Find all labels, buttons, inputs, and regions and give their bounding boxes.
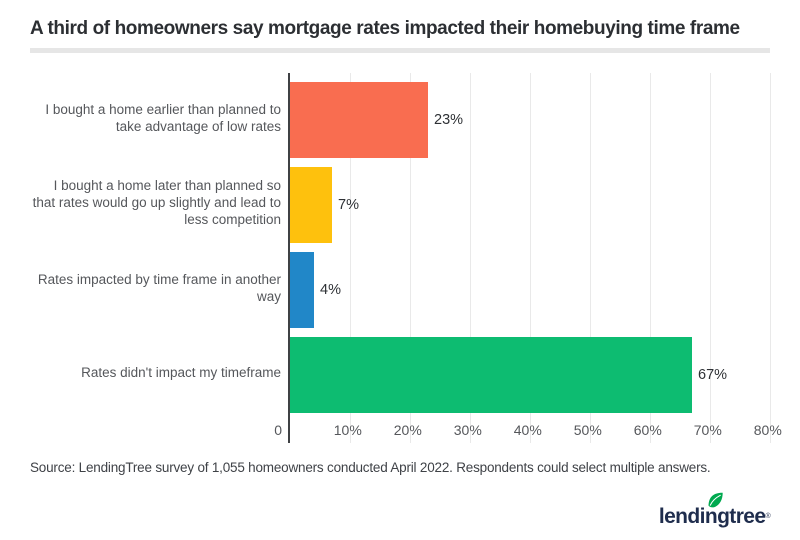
gridline <box>710 73 711 443</box>
registered-mark: ® <box>765 513 770 520</box>
header: A third of homeowners say mortgage rates… <box>0 0 800 42</box>
bar-area: 67% <box>290 330 770 415</box>
x-tick-label: 60% <box>633 422 662 438</box>
x-axis-ticks: 0 10% 20% 30% 40% 50% 60% 70% 80% <box>274 413 782 443</box>
bar-row: Rates didn't impact my timeframe 67% <box>30 330 770 415</box>
bar-chart: I bought a home earlier than planned to … <box>30 73 782 443</box>
value-label: 67% <box>698 367 728 383</box>
x-tick-label: 20% <box>393 422 422 438</box>
bar-row: I bought a home earlier than planned to … <box>30 75 770 160</box>
x-tick-label: 40% <box>513 422 542 438</box>
logo-wordmark: lendingtree® <box>658 492 771 528</box>
bar <box>290 167 332 243</box>
x-tick-label: 30% <box>453 422 482 438</box>
category-label: Rates didn't impact my timeframe <box>81 365 281 380</box>
bars-container: I bought a home earlier than planned to … <box>30 73 770 413</box>
value-label: 7% <box>338 197 359 213</box>
bar-area: 23% <box>290 75 770 160</box>
gridline <box>530 73 531 443</box>
lendingtree-leaf-icon <box>708 492 723 508</box>
category-label: I bought a home earlier than planned to … <box>45 101 281 134</box>
bar <box>290 337 692 413</box>
value-label: 23% <box>434 112 464 128</box>
category-label: Rates impacted by time frame in another … <box>37 271 281 304</box>
value-label: 4% <box>320 282 341 298</box>
lendingtree-logo: lendingtree® <box>658 488 771 528</box>
bar-row: I bought a home later than planned so th… <box>30 160 770 245</box>
grid-layer <box>288 73 771 443</box>
bar-row: Rates impacted by time frame in another … <box>30 245 770 330</box>
title-divider <box>30 48 770 53</box>
logo-text: lendingtree <box>658 505 766 528</box>
gridline <box>650 73 651 443</box>
category-label: I bought a home later than planned so th… <box>32 178 281 227</box>
x-tick-label: 10% <box>333 422 362 438</box>
gridline <box>350 73 351 443</box>
bar-area: 7% <box>290 160 770 245</box>
gridline <box>590 73 591 443</box>
x-tick-label: 80% <box>753 422 782 438</box>
x-tick-label: 0 <box>274 422 282 438</box>
bar-area: 4% <box>290 245 770 330</box>
gridline <box>470 73 471 443</box>
bar <box>290 82 428 158</box>
x-tick-label: 50% <box>573 422 602 438</box>
x-tick-label: 70% <box>693 422 722 438</box>
source-note: Source: LendingTree survey of 1,055 home… <box>30 460 711 475</box>
gridline <box>770 73 771 443</box>
chart-title: A third of homeowners say mortgage rates… <box>30 18 740 39</box>
bar <box>290 252 314 328</box>
gridline <box>410 73 411 443</box>
